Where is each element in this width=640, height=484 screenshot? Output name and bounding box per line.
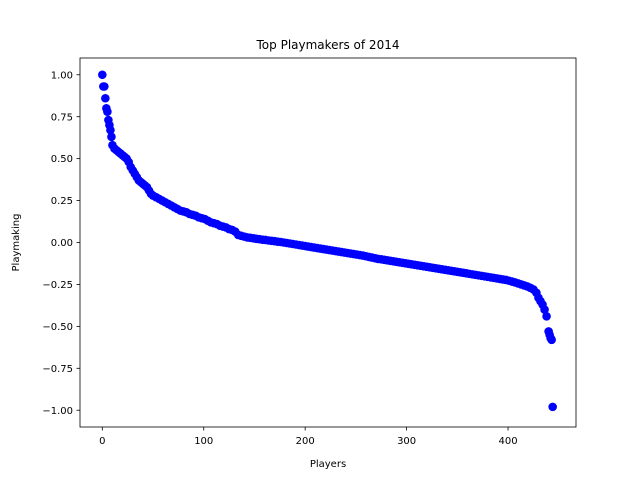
y-tick-label: 0.00	[51, 238, 73, 249]
y-tick-label: −0.25	[42, 280, 73, 291]
y-tick-label: −0.75	[42, 364, 73, 375]
data-points	[98, 70, 557, 412]
data-point	[100, 82, 109, 91]
x-axis-label: Players	[310, 459, 346, 470]
y-tick-label: −1.00	[42, 406, 73, 417]
y-tick-label: 0.25	[51, 196, 73, 207]
axis-ticks: 0 100 200 300 400 1.00 0.75 0.50 0.25 0.00 −0.25 −0…	[42, 70, 517, 447]
y-tick-label: 1.00	[51, 70, 73, 81]
x-tick-label: 200	[296, 436, 315, 447]
data-point	[548, 402, 557, 412]
data-point	[98, 70, 107, 80]
y-tick-label: 0.50	[51, 154, 73, 165]
x-tick-label: 300	[397, 436, 416, 447]
x-tick-label: 0	[99, 436, 105, 447]
data-point	[107, 132, 116, 142]
data-point	[106, 125, 115, 135]
data-point	[103, 107, 112, 116]
y-axis-label: Playmaking	[11, 214, 22, 272]
data-point	[101, 93, 110, 103]
y-tick-label: 0.75	[51, 112, 73, 123]
x-tick-label: 100	[194, 436, 213, 447]
y-tick-label: −0.50	[42, 322, 73, 333]
plot-area-frame	[79, 57, 577, 428]
data-point	[547, 335, 556, 345]
x-tick-label: 400	[498, 436, 517, 447]
chart-title: Top Playmakers of 2014	[256, 38, 400, 52]
data-point	[542, 312, 551, 321]
data-point	[540, 305, 549, 314]
